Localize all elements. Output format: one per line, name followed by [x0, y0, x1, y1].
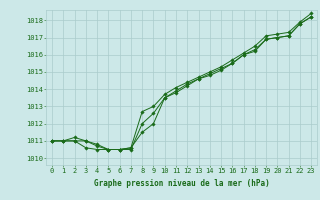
X-axis label: Graphe pression niveau de la mer (hPa): Graphe pression niveau de la mer (hPa) [94, 179, 269, 188]
